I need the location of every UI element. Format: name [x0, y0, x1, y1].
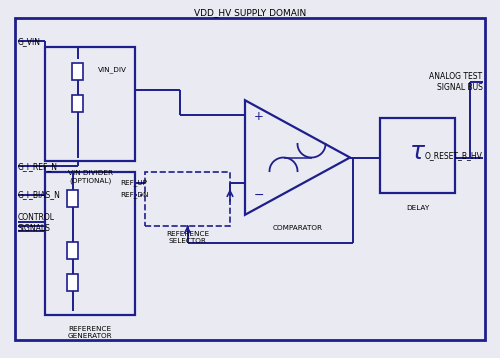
Bar: [67, 190, 78, 207]
Bar: [15, 18, 485, 340]
Bar: [67, 274, 78, 291]
Text: CONTROL
SIGNALS: CONTROL SIGNALS: [18, 213, 54, 233]
Text: REFERENCE
GENERATOR: REFERENCE GENERATOR: [68, 326, 112, 339]
Text: G_I_REF_N: G_I_REF_N: [18, 162, 58, 171]
Bar: [45, 172, 135, 315]
Text: VDD_HV SUPPLY DOMAIN: VDD_HV SUPPLY DOMAIN: [194, 8, 306, 17]
Bar: [145, 172, 230, 226]
Text: ANALOG TEST
SIGNAL BUS: ANALOG TEST SIGNAL BUS: [430, 72, 482, 92]
Bar: [45, 47, 135, 161]
Text: G_VIN: G_VIN: [18, 37, 40, 46]
Text: G_I_BIAS_N: G_I_BIAS_N: [18, 190, 60, 200]
Text: COMPARATOR: COMPARATOR: [272, 226, 322, 231]
Bar: [72, 63, 83, 80]
Text: DELAY: DELAY: [406, 205, 429, 211]
Text: REFERENCE
SELECTOR: REFERENCE SELECTOR: [166, 231, 209, 245]
Text: VIN_DIV: VIN_DIV: [98, 67, 126, 73]
Bar: [380, 118, 455, 193]
Text: REF_DN: REF_DN: [120, 192, 148, 198]
Text: VIN DIVIDER
(OPTIONAL): VIN DIVIDER (OPTIONAL): [68, 170, 112, 184]
Bar: [67, 242, 78, 259]
Text: −: −: [254, 189, 264, 202]
Text: +: +: [254, 110, 264, 123]
Bar: [72, 95, 83, 112]
Text: REF_UP: REF_UP: [120, 179, 147, 186]
Text: τ: τ: [410, 140, 425, 164]
Text: O_RESET_B_HV: O_RESET_B_HV: [424, 151, 482, 160]
